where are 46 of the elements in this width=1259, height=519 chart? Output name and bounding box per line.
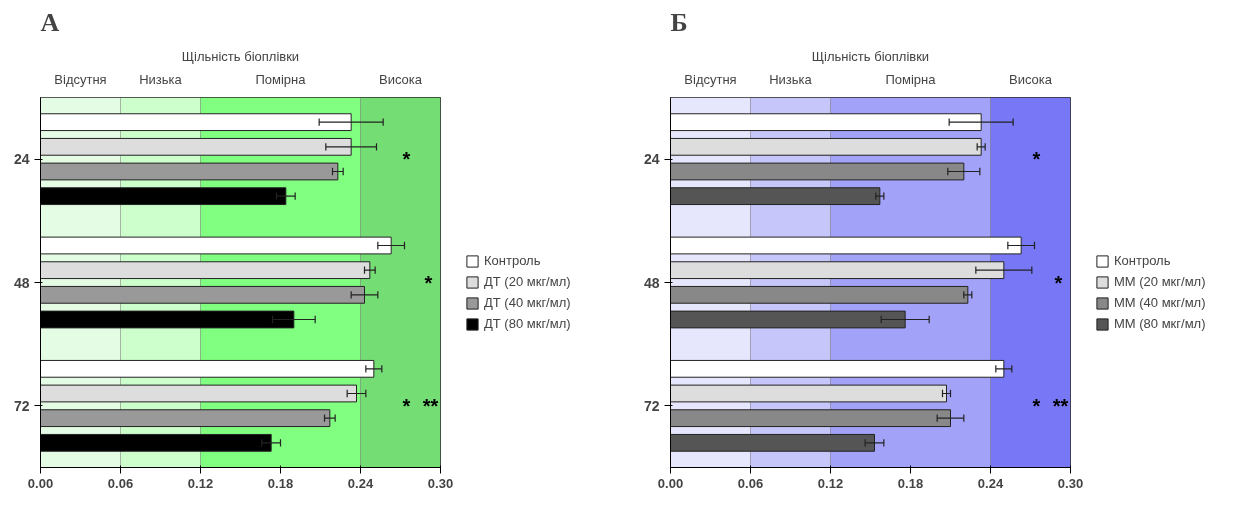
x-tick-label: 0.06 (107, 475, 134, 491)
x-tick-label: 0.30 (1057, 475, 1084, 491)
x-tick-label: 0.18 (897, 475, 924, 491)
x-tick-label: 0.00 (657, 475, 684, 491)
annotation: * (1032, 148, 1041, 171)
annotation: * (1032, 394, 1041, 417)
legend-label: Контроль (1114, 253, 1171, 268)
annotation: * (424, 271, 433, 294)
annotation: ** (422, 394, 439, 417)
legend-label: Контроль (484, 253, 541, 268)
x-tick-label: 0.18 (267, 475, 294, 491)
chart-subtitle: Щільність біоплівки (811, 48, 930, 64)
y-tick-label: 48 (13, 274, 30, 291)
x-tick-label: 0.30 (427, 475, 454, 491)
x-tick-label: 0.00 (27, 475, 54, 491)
y-tick-label: 48 (643, 274, 660, 291)
y-tick-label: 72 (13, 397, 30, 414)
annotation: * (402, 148, 411, 171)
legend-label: ММ (80 мкг/мл) (1114, 316, 1206, 331)
x-tick-label: 0.24 (977, 475, 1004, 491)
y-tick-label: 72 (643, 397, 660, 414)
legend-label: ДТ (80 мкг/мл) (484, 316, 571, 331)
legend-label: ММ (40 мкг/мл) (1114, 295, 1206, 310)
legend-label: ММ (20 мкг/мл) (1114, 274, 1206, 289)
x-tick-label: 0.06 (737, 475, 764, 491)
annotation: ** (1052, 394, 1069, 417)
band-label: Відсутня (684, 71, 737, 87)
chart-title: А (40, 7, 60, 37)
annotation: * (402, 394, 411, 417)
annotation: * (1054, 271, 1063, 294)
x-tick-label: 0.24 (347, 475, 374, 491)
band-label: Помірна (885, 71, 937, 87)
band-label: Помірна (255, 71, 307, 87)
legend-label: ДТ (40 мкг/мл) (484, 295, 571, 310)
x-tick-label: 0.12 (187, 475, 214, 491)
y-tick-label: 24 (643, 151, 660, 168)
band-label: Низька (139, 71, 183, 87)
band-label: Висока (1008, 71, 1053, 87)
band-label: Відсутня (54, 71, 107, 87)
chart-title: Б (670, 7, 688, 37)
legend-label: ДТ (20 мкг/мл) (484, 274, 571, 289)
band-label: Висока (378, 71, 423, 87)
y-tick-label: 24 (13, 151, 30, 168)
band-label: Низька (769, 71, 813, 87)
x-tick-label: 0.12 (817, 475, 844, 491)
chart-subtitle: Щільність біоплівки (181, 48, 300, 64)
